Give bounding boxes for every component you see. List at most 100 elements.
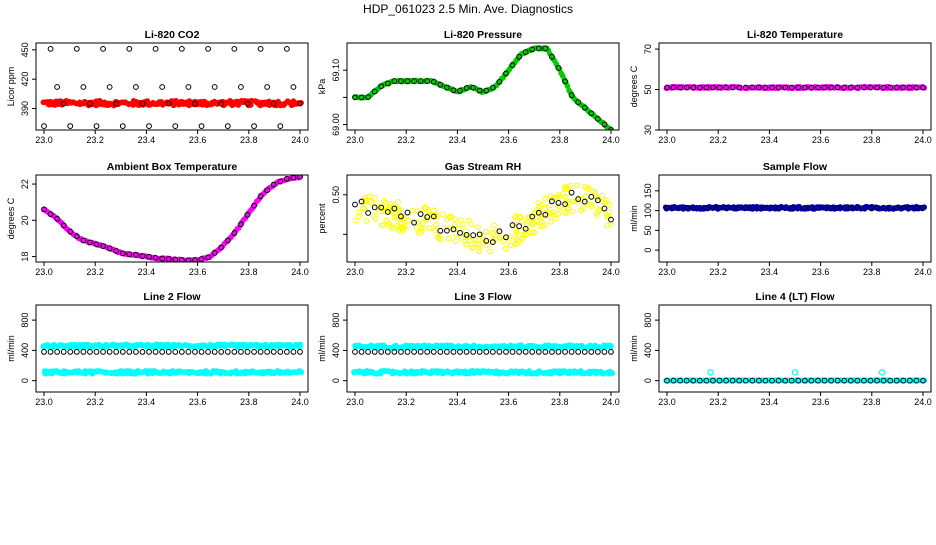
data-point	[491, 222, 497, 229]
data-point	[742, 204, 749, 211]
data-point	[854, 84, 861, 91]
data-point	[880, 377, 887, 384]
x-tick-label: 23.8	[240, 267, 258, 277]
data-point	[861, 204, 867, 211]
data-point	[132, 349, 139, 355]
data-point	[437, 349, 444, 355]
x-tick-label: 24.0	[914, 397, 932, 407]
data-point	[41, 349, 47, 355]
data-point	[608, 216, 614, 223]
data-point	[152, 349, 159, 355]
data-point	[457, 217, 464, 224]
data-point	[211, 250, 218, 256]
data-point	[54, 84, 61, 90]
data-point	[716, 204, 723, 211]
data-point	[703, 84, 710, 91]
panel-title: Sample Flow	[763, 161, 828, 173]
data-point	[159, 349, 166, 355]
x-tick-label: 23.4	[449, 267, 467, 277]
data-point	[463, 228, 469, 234]
data-point	[73, 45, 80, 52]
data-point	[457, 229, 463, 236]
data-point	[588, 193, 595, 200]
data-point	[594, 197, 601, 204]
data-point	[451, 216, 458, 223]
data-point	[251, 349, 257, 355]
x-tick-label: 23.8	[551, 267, 569, 277]
plot-frame	[35, 42, 309, 131]
data-point	[594, 349, 601, 355]
data-point	[198, 256, 205, 262]
data-point	[755, 84, 762, 91]
data-point	[736, 204, 743, 211]
data-point	[670, 377, 677, 384]
data-point	[172, 349, 179, 355]
data-point	[568, 92, 575, 99]
data-point	[463, 232, 470, 238]
data-point	[562, 201, 568, 208]
data-point	[414, 219, 421, 226]
data-point	[606, 208, 613, 215]
data-point	[192, 349, 198, 355]
data-point	[587, 201, 594, 208]
data-point	[591, 188, 597, 195]
data-point	[87, 100, 93, 107]
data-point	[465, 217, 472, 224]
data-point	[683, 377, 690, 384]
data-point	[542, 349, 549, 355]
figure-title: HDP_061023 2.5 Min. Ave. Diagnostics	[363, 2, 573, 16]
data-point	[600, 370, 606, 377]
x-tick-label: 24.0	[914, 267, 932, 277]
data-point	[430, 213, 437, 220]
data-point	[296, 368, 303, 374]
data-point	[782, 204, 789, 211]
data-point	[262, 342, 269, 349]
plot-area	[352, 45, 614, 130]
data-point	[67, 349, 74, 355]
data-point	[775, 377, 782, 384]
x-tick-label: 23.4	[761, 135, 779, 145]
data-point	[555, 349, 562, 355]
data-point	[847, 84, 854, 91]
data-point	[509, 349, 516, 355]
data-point	[54, 343, 61, 350]
data-point	[67, 228, 74, 235]
data-point	[516, 53, 523, 60]
data-point	[920, 204, 926, 211]
y-tick-label: 400	[643, 343, 653, 358]
data-point	[132, 84, 139, 90]
data-point	[126, 251, 133, 258]
data-point	[710, 84, 716, 91]
data-point	[906, 377, 913, 384]
data-point	[146, 349, 152, 355]
x-tick-label: 24.0	[602, 397, 620, 407]
data-point	[257, 193, 264, 200]
data-point	[450, 87, 457, 94]
x-tick-label: 23.2	[86, 135, 104, 145]
data-point	[581, 370, 588, 377]
data-point	[396, 210, 403, 217]
data-point	[375, 203, 382, 210]
data-point	[165, 349, 172, 355]
data-point	[470, 232, 477, 239]
data-point	[821, 204, 828, 211]
data-point	[664, 377, 670, 384]
data-point	[125, 368, 131, 374]
data-point	[742, 84, 749, 91]
data-point	[460, 221, 466, 228]
data-point	[880, 84, 887, 91]
data-point	[417, 349, 424, 355]
data-point	[755, 377, 762, 384]
data-point	[516, 223, 523, 230]
data-point	[67, 123, 74, 129]
data-point	[549, 198, 555, 205]
data-point	[555, 192, 562, 198]
data-point	[537, 215, 544, 222]
data-point	[257, 45, 264, 52]
x-tick-label: 24.0	[291, 267, 309, 277]
panel-3: Li-820 Temperature 23.0 23.2 23.4 23.6 23.8 24…	[629, 29, 932, 145]
data-point	[535, 45, 542, 52]
data-point	[399, 227, 406, 234]
data-point	[448, 342, 455, 349]
data-point	[489, 239, 496, 246]
